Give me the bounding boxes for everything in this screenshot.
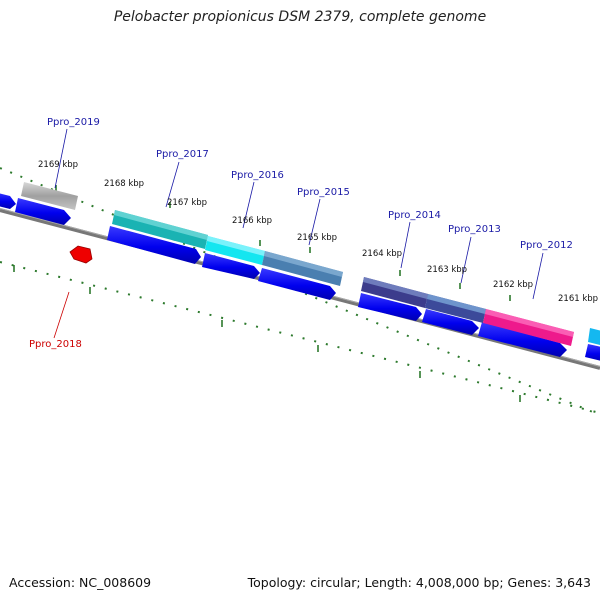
gene-label-ppro-2019: Ppro_2019: [47, 117, 100, 128]
forward-strand-arrows: [0, 193, 600, 361]
forward-arrow: [202, 253, 260, 279]
accession-text: Accession: NC_008609: [9, 575, 152, 590]
gene-label-ppro-2016: Ppro_2016: [231, 170, 284, 181]
forward-arrow: [585, 344, 600, 361]
ruler-label: 2163 kbp: [427, 265, 467, 275]
page-title: Pelobacter propionicus DSM 2379, complet…: [113, 9, 487, 25]
gene-blocks: [21, 182, 600, 346]
gene-ppro-2018-reverse: [69, 245, 93, 264]
ruler-label: 2168 kbp: [104, 179, 144, 189]
label-leaders: [53, 128, 544, 339]
outer-tick-ring: [0, 167, 600, 416]
gene-block-edge: [588, 328, 600, 345]
gene-label-ppro-2012: Ppro_2012: [520, 240, 573, 251]
ruler-label: 2161 kbp: [558, 294, 598, 304]
ruler-label: 2166 kbp: [232, 216, 272, 226]
forward-arrow: [258, 268, 336, 300]
gene-label-ppro-2015: Ppro_2015: [297, 187, 350, 198]
gene-block-ppro-2019: [21, 182, 78, 210]
forward-arrow: [15, 198, 71, 225]
forward-arrow: [422, 309, 479, 335]
ruler-label: 2165 kbp: [297, 233, 337, 243]
forward-arrow: [478, 322, 567, 357]
forward-arrow: [358, 293, 422, 321]
genome-summary-text: Topology: circular; Length: 4,008,000 bp…: [247, 575, 591, 590]
ruler-labels: 2169 kbp 2168 kbp 2167 kbp 2166 kbp 2165…: [38, 160, 598, 304]
ruler-label: 2167 kbp: [167, 198, 207, 208]
ruler-label: 2164 kbp: [362, 249, 402, 259]
ruler-label: 2162 kbp: [493, 280, 533, 290]
forward-arrow: [107, 226, 201, 264]
forward-arrow: [0, 193, 16, 209]
gene-label-ppro-2013: Ppro_2013: [448, 224, 501, 235]
gene-label-ppro-2017: Ppro_2017: [156, 149, 209, 160]
gene-label-ppro-2014: Ppro_2014: [388, 210, 441, 221]
gene-labels: Ppro_2019 Ppro_2017 Ppro_2016 Ppro_2015 …: [29, 117, 573, 350]
major-ticks: [13, 185, 521, 402]
gene-label-ppro-2018: Ppro_2018: [29, 339, 82, 350]
ruler-label: 2169 kbp: [38, 160, 78, 170]
